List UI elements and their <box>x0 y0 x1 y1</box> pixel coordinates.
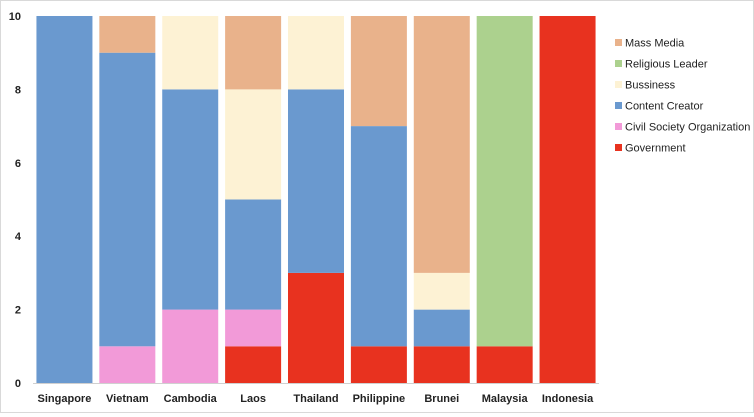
bar-segment-vietnam-content-creator <box>99 52 156 347</box>
legend-label-religious-leader: Religious Leader <box>625 59 708 71</box>
bar-segment-brunei-content-creator <box>413 309 470 347</box>
x-category-label: Vietnam <box>106 393 149 405</box>
bar-segment-cambodia-bussiness <box>162 16 219 90</box>
legend-swatch-mass-media <box>615 39 622 46</box>
legend-label-mass-media: Mass Media <box>625 38 685 50</box>
bar-segment-vietnam-civil-society-organization <box>99 346 156 383</box>
bar-segment-brunei-mass-media <box>413 16 470 273</box>
bar-segment-laos-content-creator <box>225 199 282 310</box>
legend-swatch-religious-leader <box>615 60 622 67</box>
legend-swatch-bussiness <box>615 81 622 88</box>
bar-segment-malaysia-religious-leader <box>476 16 533 347</box>
bar-segment-philippine-mass-media <box>350 16 407 127</box>
legend-swatch-civil-society-organization <box>615 123 622 130</box>
y-tick-label: 2 <box>15 305 21 317</box>
y-tick-label: 4 <box>15 231 22 243</box>
x-category-label: Brunei <box>424 393 459 405</box>
x-category-label: Malaysia <box>482 393 529 405</box>
bar-segment-brunei-bussiness <box>413 272 470 310</box>
bar-segment-malaysia-government <box>476 346 533 383</box>
bar-segment-laos-civil-society-organization <box>225 309 282 347</box>
x-category-label: Laos <box>240 393 266 405</box>
bar-segment-laos-government <box>225 346 282 383</box>
bar-segment-philippine-content-creator <box>350 126 407 347</box>
legend-label-civil-society-organization: Civil Society Organization <box>625 122 750 134</box>
bar-segment-singapore-content-creator <box>36 16 93 383</box>
bar-segment-thailand-content-creator <box>288 89 344 273</box>
legend-label-government: Government <box>625 143 686 155</box>
bar-segment-cambodia-civil-society-organization <box>162 309 219 383</box>
y-tick-label: 8 <box>15 84 21 96</box>
bar-segment-thailand-government <box>288 272 344 383</box>
bar-segment-brunei-government <box>413 346 470 383</box>
bar-segment-vietnam-mass-media <box>99 16 156 53</box>
bar-segment-cambodia-content-creator <box>162 89 219 310</box>
y-tick-label: 10 <box>9 11 21 23</box>
x-category-label: Singapore <box>38 393 92 405</box>
y-tick-label: 0 <box>15 378 21 390</box>
legend-label-bussiness: Bussiness <box>625 80 676 92</box>
bar-segment-philippine-government <box>350 346 407 383</box>
x-category-label: Thailand <box>293 393 338 405</box>
x-category-label: Indonesia <box>542 393 594 405</box>
bar-segment-laos-bussiness <box>225 89 282 200</box>
bar-segment-indonesia-government <box>539 16 596 383</box>
legend-label-content-creator: Content Creator <box>625 101 704 113</box>
y-tick-label: 6 <box>15 158 21 170</box>
bar-segment-laos-mass-media <box>225 16 282 90</box>
bar-segment-thailand-bussiness <box>288 16 344 90</box>
x-category-label: Cambodia <box>164 393 218 405</box>
legend-swatch-content-creator <box>615 102 622 109</box>
x-category-label: Philippine <box>353 393 406 405</box>
legend-swatch-government <box>615 144 622 151</box>
